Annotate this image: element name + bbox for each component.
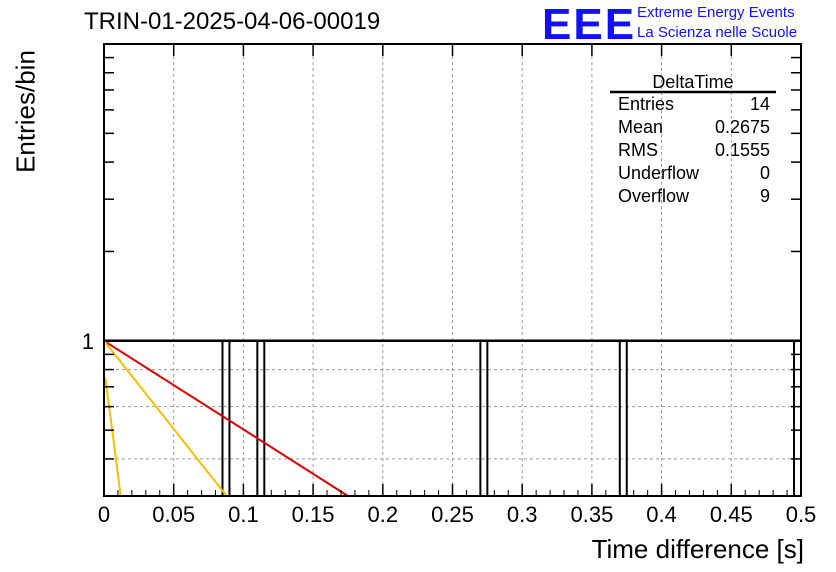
stats-box-title: DeltaTime — [652, 72, 733, 92]
stats-row-value: 9 — [760, 186, 770, 206]
stats-row-value: 0.2675 — [715, 117, 770, 137]
histogram-bars — [104, 339, 802, 496]
x-tick-label: 0.05 — [152, 502, 195, 527]
x-tick-label: 0.2 — [368, 502, 399, 527]
stats-row-label: Underflow — [618, 163, 700, 183]
stats-row-value: 0 — [760, 163, 770, 183]
stats-row-value: 14 — [750, 94, 770, 114]
fit-line — [103, 340, 228, 497]
logo-tagline-line2: La Scienza nelle Scuole — [637, 24, 798, 41]
plot-title: TRIN-01-2025-04-06-00019 — [84, 8, 381, 35]
stats-row-label: Mean — [618, 117, 663, 137]
x-tick-label: 0.3 — [507, 502, 538, 527]
stats-row-label: Entries — [618, 94, 674, 114]
grid-layer — [104, 44, 801, 496]
fit-line — [104, 377, 122, 497]
x-tick-label: 0.35 — [570, 502, 613, 527]
fit-line — [103, 339, 349, 497]
x-tick-label: 0.15 — [292, 502, 335, 527]
stats-row-label: Overflow — [618, 186, 690, 206]
y-tick-label: 1 — [82, 329, 94, 354]
logo-tagline-line1: Extreme Energy Events — [637, 4, 795, 21]
x-tick-label: 0.45 — [710, 502, 753, 527]
x-axis-label: Time difference [s] — [591, 534, 804, 564]
histogram-bin — [793, 339, 802, 496]
x-tick-label: 0 — [98, 502, 110, 527]
histogram-bin — [479, 339, 489, 496]
histogram-bin — [618, 339, 628, 496]
x-tick-label: 0.5 — [786, 502, 817, 527]
x-tick-label: 0.25 — [431, 502, 474, 527]
x-tick-label: 0.4 — [646, 502, 677, 527]
eee-logo: EEE — [542, 0, 637, 49]
histogram-bin — [256, 339, 266, 496]
stats-row-label: RMS — [618, 140, 658, 160]
fit-lines — [103, 339, 349, 497]
stats-row-value: 0.1555 — [715, 140, 770, 160]
x-tick-label: 0.1 — [228, 502, 259, 527]
axes: 0 0.05 0.1 0.15 0.2 0.25 0.3 0.35 0.4 0.45 0.5 1 — [82, 43, 817, 527]
